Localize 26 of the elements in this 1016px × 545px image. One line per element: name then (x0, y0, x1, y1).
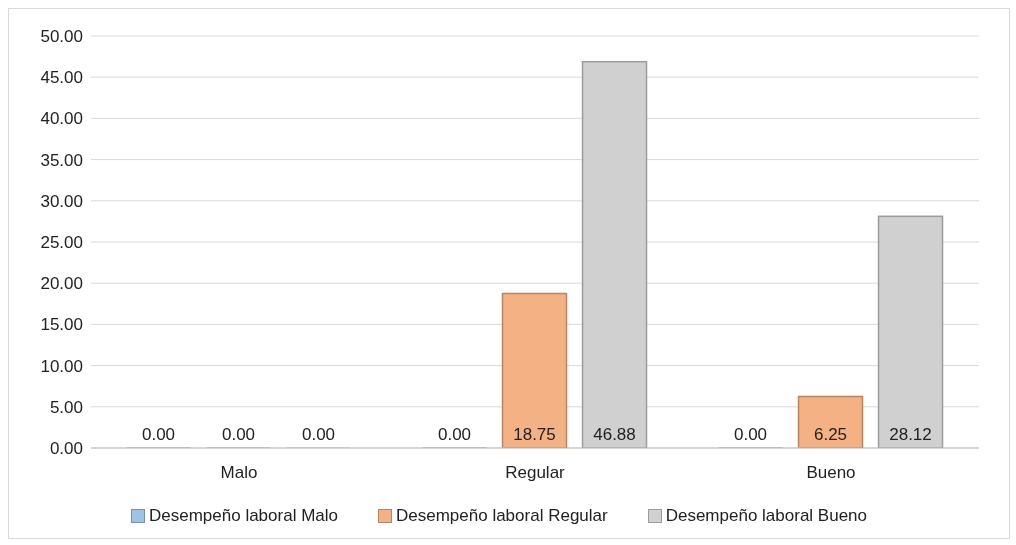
y-tick-label: 0.00 (49, 439, 83, 459)
y-tick-label: 5.00 (49, 397, 83, 417)
y-tick-label: 20.00 (40, 274, 83, 294)
legend-label: Desempeño laboral Regular (395, 506, 608, 526)
y-tick-label: 15.00 (40, 315, 83, 335)
legend-label: Desempeño laboral Bueno (664, 506, 867, 526)
data-label: 18.75 (513, 425, 556, 444)
y-tick-label: 30.00 (40, 191, 83, 211)
data-label: 0.00 (733, 425, 768, 444)
y-tick-label: 10.00 (40, 356, 83, 376)
data-label: 0.00 (301, 425, 336, 444)
x-tick-label: Bueno (806, 463, 856, 483)
y-tick-label: 50.00 (40, 27, 83, 47)
data-label: 0.00 (221, 425, 256, 444)
y-tick-label: 35.00 (40, 150, 83, 170)
data-label: 6.25 (813, 425, 848, 444)
y-tick-label: 45.00 (40, 68, 83, 88)
y-tick-label: 40.00 (40, 109, 83, 129)
legend-label: Desempeño laboral Malo (148, 506, 338, 526)
data-label: 46.88 (593, 425, 636, 444)
data-label: 0.00 (141, 425, 176, 444)
data-label: 28.12 (889, 425, 932, 444)
x-tick-label: Malo (220, 463, 258, 483)
data-label: 0.00 (437, 425, 472, 444)
x-tick-label: Regular (505, 463, 566, 483)
y-tick-label: 25.00 (40, 233, 83, 253)
